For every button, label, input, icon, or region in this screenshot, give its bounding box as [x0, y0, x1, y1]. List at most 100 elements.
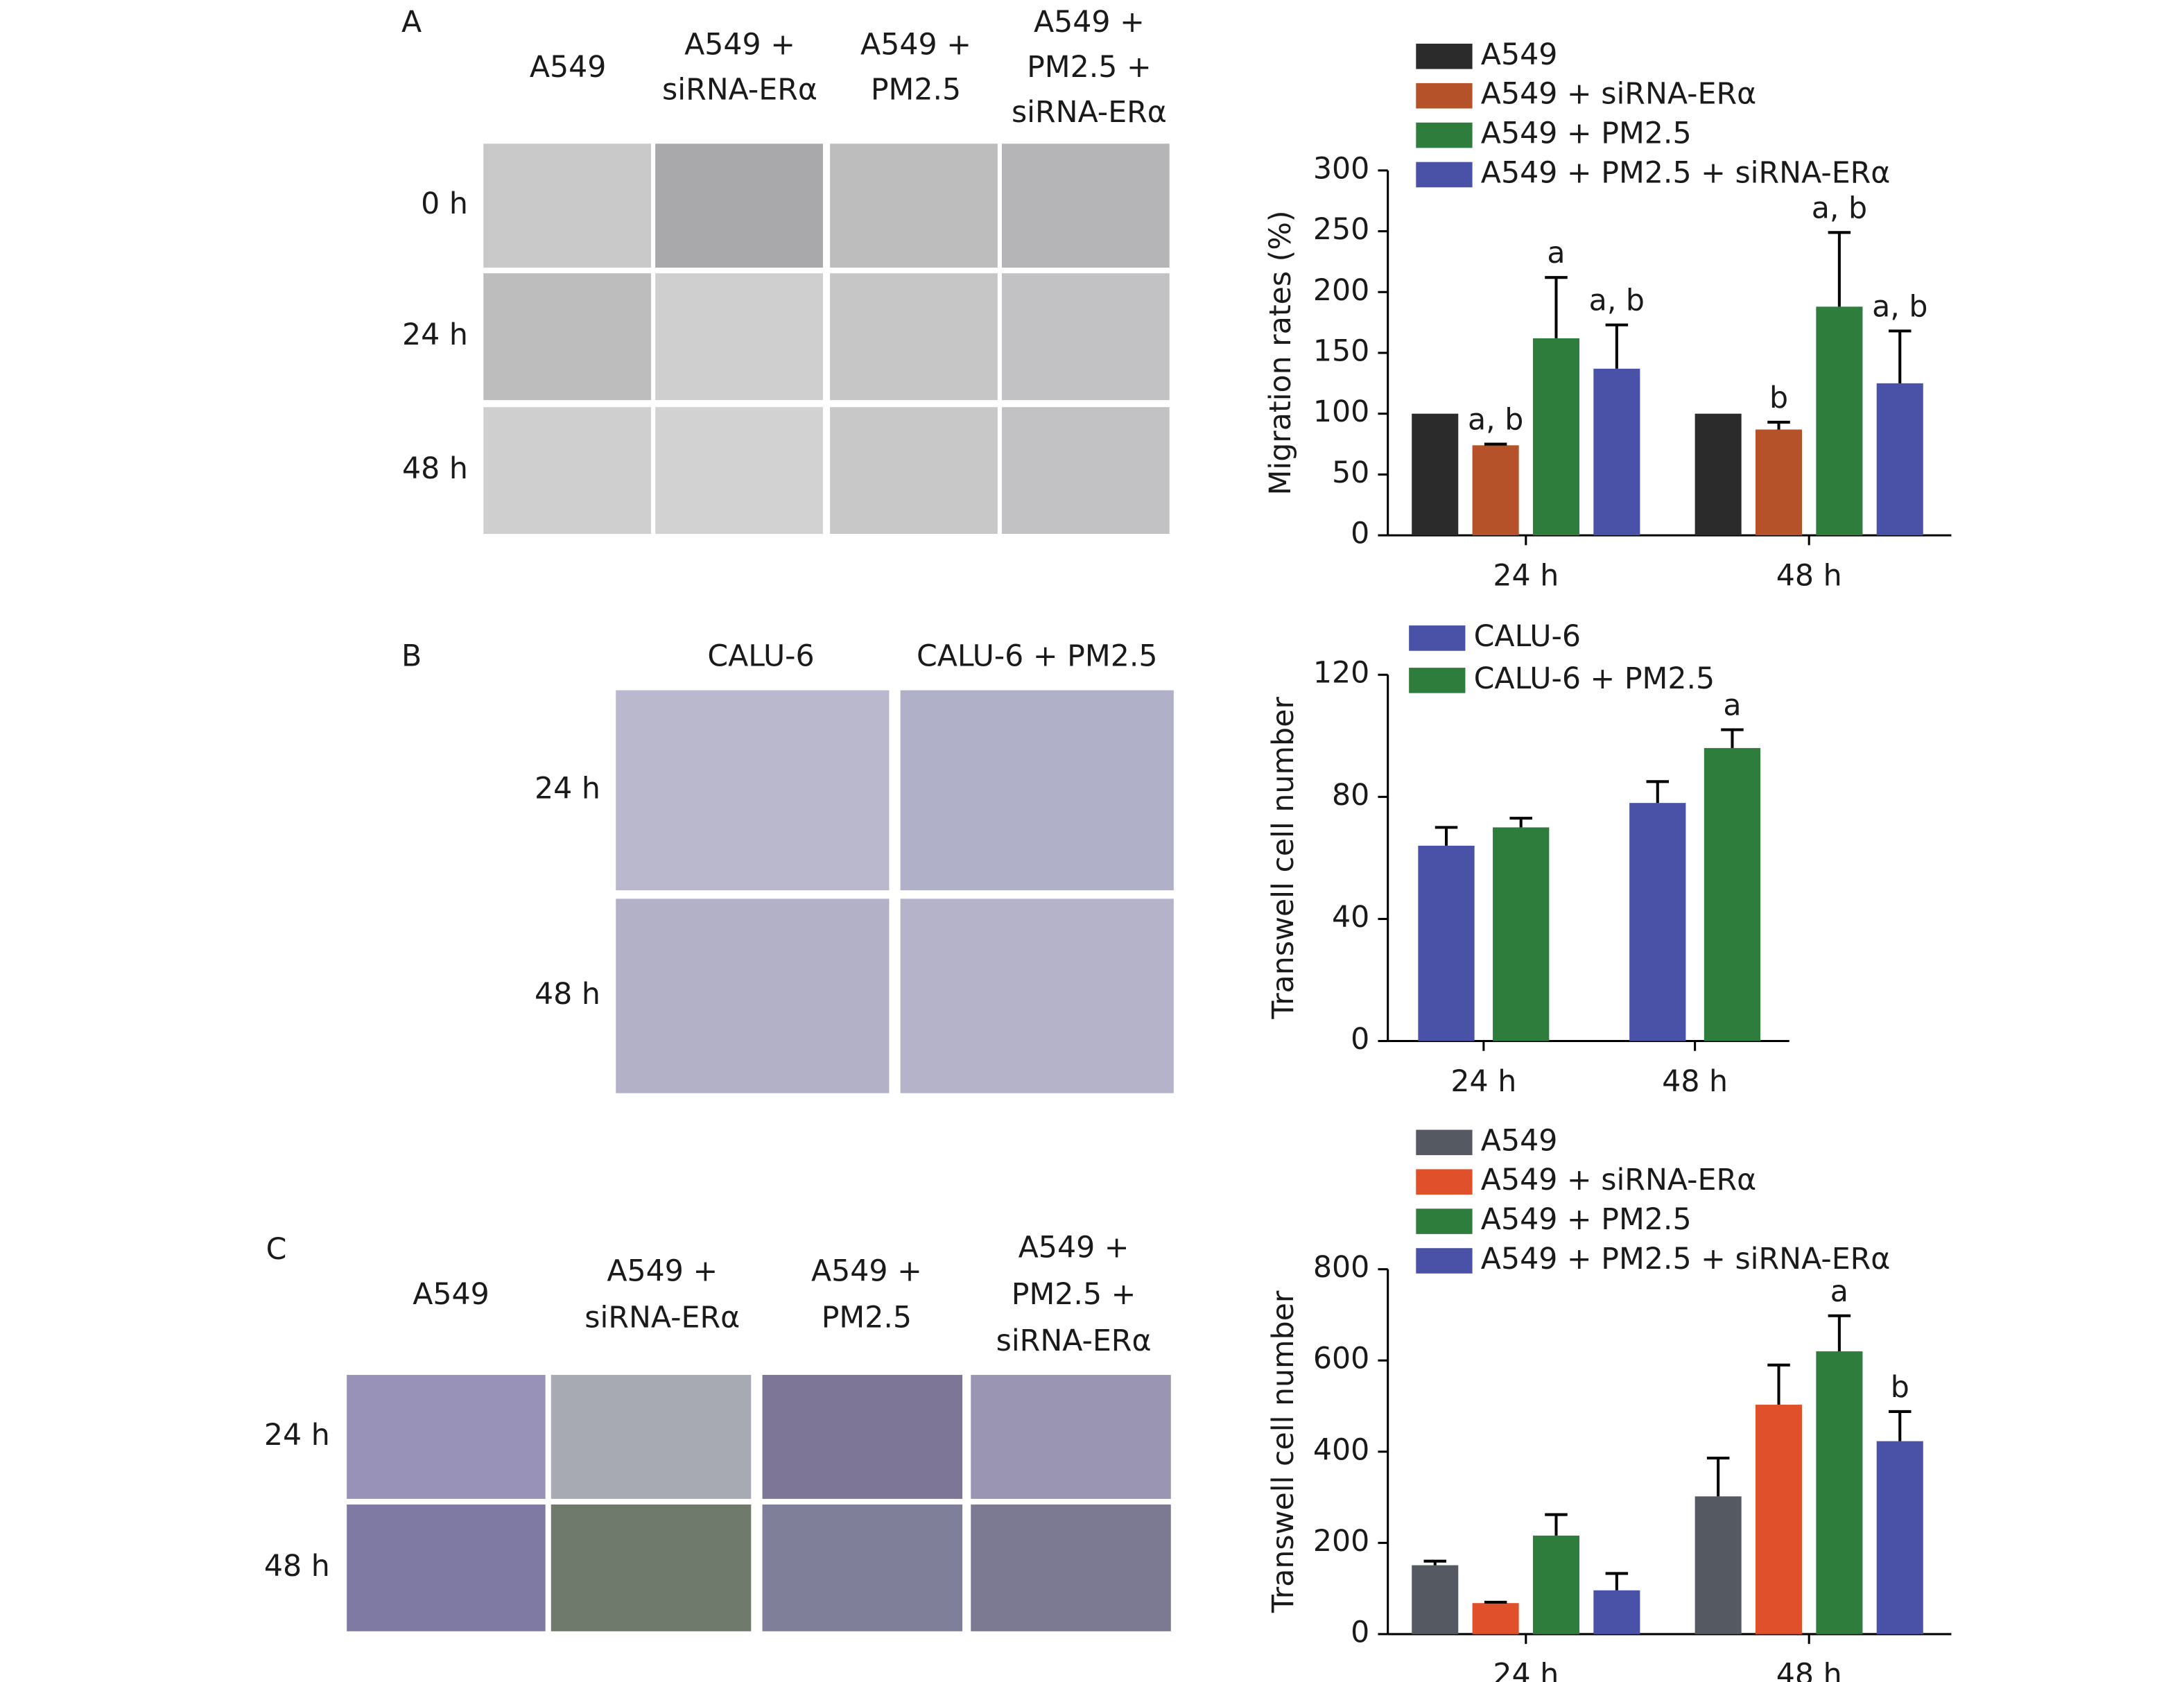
annotation: a, b: [1589, 284, 1645, 318]
y-tick-label: 80: [1332, 778, 1369, 813]
column-header: PM2.5: [822, 1300, 912, 1335]
legend-label: A549 + PM2.5: [1481, 1202, 1692, 1237]
row-label: 24 h: [402, 318, 468, 352]
bar: [1816, 306, 1863, 536]
column-header: siRNA-ERα: [1012, 95, 1167, 130]
panel-letter: A: [401, 5, 422, 40]
error-bar: [1435, 826, 1458, 846]
x-tick-label: 48 h: [1662, 1064, 1728, 1099]
error-bar: [1605, 1572, 1629, 1590]
y-tick-label: 0: [1351, 1615, 1369, 1649]
error-bar: [1721, 728, 1744, 748]
legend-label: CALU-6 + PM2.5: [1474, 661, 1715, 696]
annotation: a: [1723, 688, 1741, 722]
micrograph: [655, 273, 823, 401]
column-header: A549 +: [684, 28, 795, 62]
legend-label: A549 + siRNA-ERα: [1481, 1163, 1756, 1197]
row-label: 48 h: [535, 977, 600, 1012]
annotation: a: [1547, 236, 1565, 270]
error-bar: [1767, 420, 1790, 430]
legend-label: A549: [1481, 37, 1558, 72]
bar: [1532, 1535, 1580, 1634]
x-tick-label: 48 h: [1776, 559, 1842, 593]
error-bar: [1767, 1363, 1790, 1405]
bar: [1593, 1590, 1640, 1634]
error-bar: [1828, 1314, 1851, 1352]
annotation: a, b: [1872, 289, 1927, 324]
x-tick-label: 24 h: [1450, 1064, 1516, 1099]
y-tick-label: 40: [1332, 900, 1369, 935]
legend-swatch: [1416, 43, 1473, 69]
micrograph: [762, 1375, 963, 1499]
error-bar: [1828, 231, 1851, 307]
legend-swatch: [1416, 1129, 1473, 1156]
y-tick-label: 150: [1313, 333, 1369, 368]
annotation: a, b: [1812, 191, 1867, 225]
x-tick-label: 24 h: [1493, 1657, 1559, 1682]
micrograph: [483, 407, 652, 535]
micrograph: [483, 273, 652, 401]
micrograph: [971, 1504, 1171, 1631]
bar: [1704, 747, 1761, 1041]
row-label: 24 h: [264, 1418, 330, 1453]
column-header: siRNA-ERα: [584, 1300, 740, 1335]
column-header: PM2.5: [871, 73, 961, 107]
bar: [1695, 413, 1742, 536]
legend-label: A549 + PM2.5 + siRNA-ERα: [1481, 1242, 1891, 1276]
bar: [1816, 1351, 1863, 1634]
legend-swatch: [1416, 122, 1473, 148]
legend-swatch: [1416, 1169, 1473, 1195]
bar: [1412, 413, 1459, 536]
bar: [1412, 1565, 1459, 1634]
annotation: a, b: [1468, 403, 1523, 437]
error-bar: [1484, 442, 1507, 446]
legend-swatch: [1409, 668, 1466, 693]
micrograph: [971, 1375, 1171, 1499]
legend-swatch: [1416, 1208, 1473, 1234]
micrograph: [1001, 273, 1170, 401]
y-tick-label: 50: [1332, 456, 1369, 490]
micrograph: [830, 407, 998, 535]
bar: [1876, 383, 1923, 536]
column-header: A549 +: [811, 1254, 922, 1288]
annotation: a: [1830, 1274, 1848, 1309]
y-tick-label: 200: [1313, 273, 1369, 308]
row-label: 48 h: [264, 1549, 330, 1584]
y-tick-label: 0: [1351, 517, 1369, 551]
bar: [1755, 1405, 1803, 1634]
micrograph: [830, 273, 998, 401]
y-axis-label: Transwell cell number: [1266, 1290, 1301, 1613]
error-bar: [1706, 1456, 1730, 1497]
error-bar: [1888, 329, 1912, 383]
legend-swatch: [1416, 162, 1473, 188]
annotation: b: [1891, 1370, 1909, 1405]
error-bar: [1605, 323, 1629, 369]
column-header: PM2.5 +: [1027, 50, 1152, 85]
micrograph: [347, 1375, 546, 1499]
bar: [1532, 338, 1580, 536]
micrograph: [655, 407, 823, 535]
column-header: A549 +: [860, 28, 971, 62]
bar: [1755, 429, 1803, 536]
legend-label: A549 + siRNA-ERα: [1481, 77, 1756, 112]
bar: [1876, 1441, 1923, 1634]
error-bar: [1646, 780, 1670, 804]
y-tick-label: 100: [1313, 395, 1369, 429]
annotation: b: [1769, 381, 1788, 415]
micrograph: [551, 1504, 752, 1631]
x-tick-label: 24 h: [1493, 559, 1559, 593]
bar: [1493, 827, 1550, 1041]
micrograph: [347, 1504, 546, 1631]
bar: [1472, 1603, 1519, 1634]
bar: [1472, 445, 1519, 536]
column-header: A549: [413, 1277, 489, 1312]
micrograph: [1001, 407, 1170, 535]
column-header: A549 +: [607, 1254, 718, 1288]
bar: [1695, 1496, 1742, 1634]
micrograph: [655, 144, 823, 268]
y-tick-label: 0: [1351, 1022, 1369, 1057]
error-bar: [1888, 1410, 1912, 1441]
panel-letter: C: [266, 1232, 287, 1267]
legend-swatch: [1416, 1248, 1473, 1274]
